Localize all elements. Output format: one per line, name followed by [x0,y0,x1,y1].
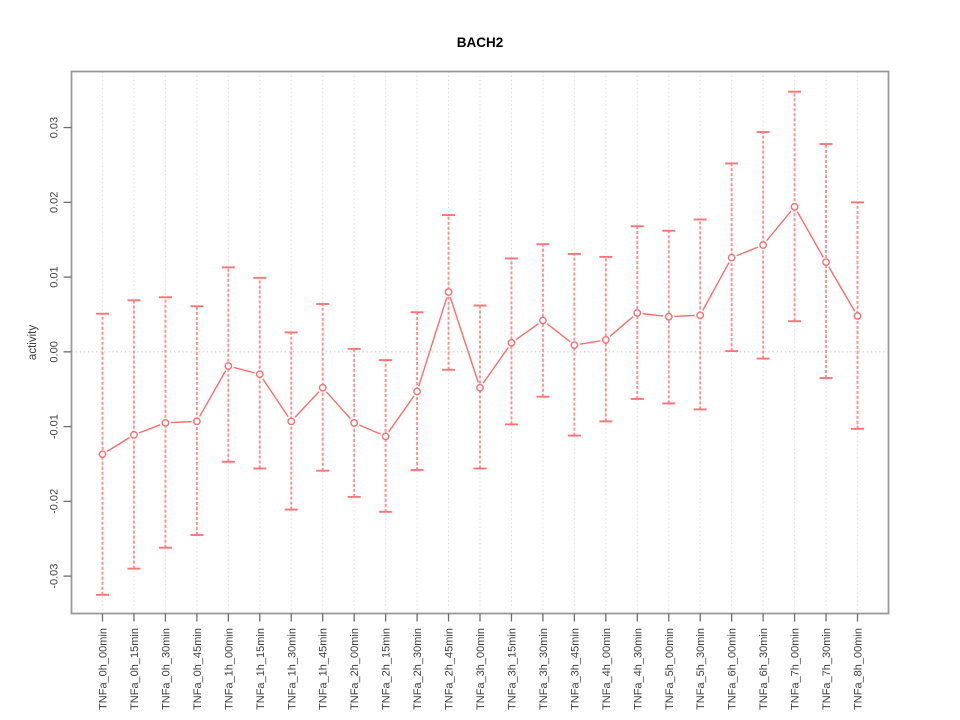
series-segment [828,266,856,312]
data-point [759,241,768,249]
data-point [255,370,264,379]
data-point [570,341,579,350]
series-segment [388,395,415,433]
error-bar [347,347,361,498]
x-tick-label: TNFa_2h_00min [349,628,361,710]
series-segment [515,323,539,341]
x-tick-label: TNFa_0h_15min [129,628,141,710]
data-point [413,387,421,396]
series-segment [579,340,601,345]
x-tick-label: TNFa_0h_00min [98,628,110,710]
x-tick-label: TNFa_3h_30min [538,628,550,710]
data-point [853,312,862,320]
series-segment [609,316,634,337]
x-tick-label: TNFa_0h_45min [192,628,204,710]
data-point [696,311,705,320]
data-point [822,258,830,267]
series-segment [170,420,192,424]
series-segment [418,297,448,387]
x-tick-label: TNFa_5h_30min [695,628,707,710]
x-tick-label: TNFa_0h_30min [160,628,172,710]
x-tick-label: TNFa_3h_45min [569,628,581,710]
error-bar [316,303,330,472]
error-bar [190,305,204,536]
x-tick-label: TNFa_5h_00min [664,628,676,710]
data-point [350,418,359,427]
x-tick-label: TNFa_3h_15min [506,628,518,710]
x-tick-label: TNFa_2h_30min [412,628,424,710]
x-tick-label: TNFa_3h_00min [475,628,487,710]
series-segment [736,246,759,257]
data-point [633,309,642,317]
series-segment [262,378,289,418]
x-tick-label: TNFa_8h_00min [853,628,865,710]
y-tick-label: -0.03 [49,564,61,589]
series-segment [546,323,571,343]
series-segment [642,312,664,317]
x-tick-label: TNFa_7h_00min [790,628,802,710]
data-point [287,417,296,426]
x-tick-label: TNFa_6h_30min [758,628,770,710]
data-layer [96,90,864,596]
y-tick-label: -0.01 [49,414,61,439]
error-bar [851,201,864,430]
error-bar [756,131,770,360]
y-tick-label: -0.02 [49,489,61,514]
x-tick-label: TNFa_4h_00min [601,628,613,710]
series-segment [106,437,130,452]
y-tick-label: 0.00 [49,341,61,362]
series-segment [766,210,792,242]
x-tick-label: TNFa_4h_30min [632,628,644,710]
y-tick-label: 0.01 [49,266,61,287]
series-segment [702,262,730,311]
data-point [192,417,201,426]
series-segment [198,370,227,417]
series-segment [325,391,352,420]
chart-title: BACH2 [457,35,504,50]
data-point [444,288,453,296]
data-point [727,253,736,262]
series-segment [138,424,161,434]
x-tick-label: TNFa_7h_30min [821,628,833,710]
x-tick-label: TNFa_2h_15min [381,628,393,710]
error-bar [127,299,141,570]
series-segment [449,297,479,383]
axis-layer: TNFa_0h_00min TNFa_0h_15min TNFa_0h_30min T… [49,70,890,710]
series-segment [233,366,255,374]
data-point [664,312,673,321]
data-point [790,202,799,211]
data-point [130,430,138,439]
error-bar [410,311,424,471]
x-tick-label: TNFa_2h_45min [444,628,456,710]
y-tick-label: 0.03 [49,117,61,138]
data-point [98,450,107,459]
data-point [318,383,327,392]
error-bar [788,90,802,323]
x-tick-label: TNFa_1h_30min [286,628,298,710]
x-tick-label: TNFa_1h_00min [223,628,235,710]
data-point [381,432,390,441]
series-segment [482,346,509,384]
data-point [476,383,484,392]
series-segment [358,424,381,435]
error-bar [284,331,298,511]
data-point [224,362,233,370]
x-tick-label: TNFa_1h_45min [318,628,330,710]
y-axis-title: activity [27,325,39,360]
data-point [601,335,610,344]
y-tick-label: 0.02 [49,192,61,213]
error-bar [725,162,739,353]
data-point [539,316,547,325]
series-segment [796,211,824,258]
x-tick-label: TNFa_6h_00min [727,628,739,710]
x-tick-label: TNFa_1h_15min [255,628,267,710]
error-bar [693,218,707,411]
series-segment [674,314,695,318]
data-point [161,418,170,427]
series-segment [294,391,320,418]
data-point [507,338,516,347]
